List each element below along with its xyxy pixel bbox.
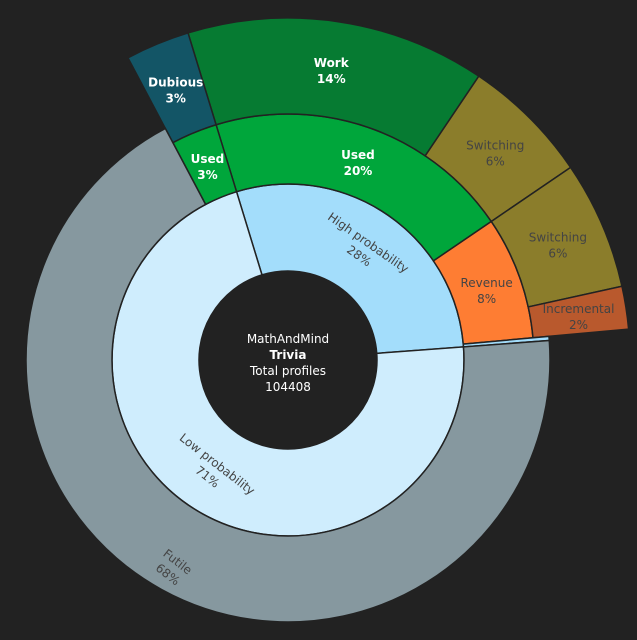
center-line-2: Trivia — [270, 348, 307, 362]
label-name-used-low: Used — [191, 152, 225, 166]
label-revenue: Revenue 8% — [460, 276, 512, 306]
label-used-low: Used 3% — [191, 152, 225, 182]
label-name-incremental: Incremental — [543, 302, 615, 316]
arc-futile[interactable] — [25, 127, 551, 623]
label-name-dubious: Dubious — [148, 75, 203, 89]
label-name-work: Work — [314, 56, 350, 70]
label-percent-used-low: 3% — [197, 168, 217, 182]
center-label: MathAndMind Trivia Total profiles 104408 — [247, 332, 329, 394]
label-percent-switching-2: 6% — [548, 246, 567, 260]
arc-dubious[interactable] — [126, 32, 218, 144]
label-name-switching-2: Switching — [529, 230, 587, 244]
label-percent-used-high: 20% — [344, 164, 373, 178]
center-line-4: 104408 — [265, 380, 311, 394]
label-switching-1: Switching 6% — [466, 138, 524, 168]
label-work: Work 14% — [314, 56, 350, 86]
label-percent-revenue: 8% — [477, 292, 496, 306]
center-line-1: MathAndMind — [247, 332, 329, 346]
center-line-3: Total profiles — [249, 364, 326, 378]
label-incremental: Incremental 2% — [543, 302, 615, 332]
label-percent-work: 14% — [317, 72, 346, 86]
label-switching-2: Switching 6% — [529, 230, 587, 260]
label-percent-dubious: 3% — [166, 91, 186, 105]
label-percent-switching-1: 6% — [486, 154, 505, 168]
label-percent-incremental: 2% — [569, 318, 588, 332]
sunburst-arcs — [25, 17, 630, 623]
label-used-high: Used 20% — [341, 148, 375, 178]
center-hole — [199, 271, 377, 449]
label-name-revenue: Revenue — [460, 276, 512, 290]
label-name-switching-1: Switching — [466, 138, 524, 152]
label-name-used-high: Used — [341, 148, 375, 162]
label-dubious: Dubious 3% — [148, 75, 203, 105]
